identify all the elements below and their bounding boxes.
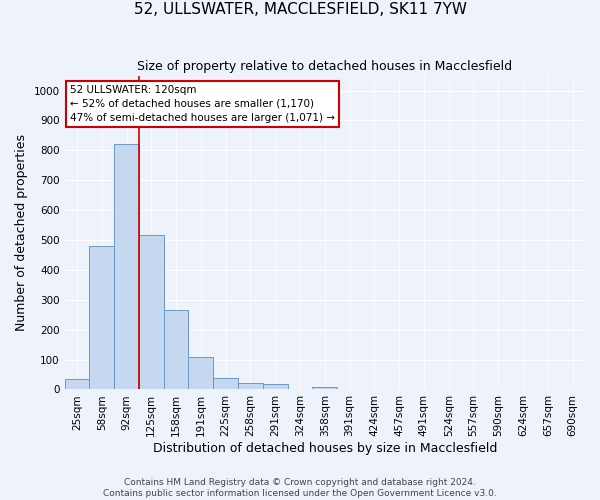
X-axis label: Distribution of detached houses by size in Macclesfield: Distribution of detached houses by size … [152, 442, 497, 455]
Bar [139, 236, 164, 390]
Bar [164, 310, 188, 390]
Title: Size of property relative to detached houses in Macclesfield: Size of property relative to detached ho… [137, 60, 512, 73]
Text: 52 ULLSWATER: 120sqm
← 52% of detached houses are smaller (1,170)
47% of semi-de: 52 ULLSWATER: 120sqm ← 52% of detached h… [70, 85, 335, 123]
Bar [238, 384, 263, 390]
Text: Contains HM Land Registry data © Crown copyright and database right 2024.
Contai: Contains HM Land Registry data © Crown c… [103, 478, 497, 498]
Bar [65, 379, 89, 390]
Bar [263, 384, 287, 390]
Bar [188, 356, 213, 390]
Bar [114, 144, 139, 390]
Y-axis label: Number of detached properties: Number of detached properties [15, 134, 28, 331]
Bar [89, 246, 114, 390]
Text: 52, ULLSWATER, MACCLESFIELD, SK11 7YW: 52, ULLSWATER, MACCLESFIELD, SK11 7YW [133, 2, 467, 18]
Bar [313, 387, 337, 390]
Bar [213, 378, 238, 390]
